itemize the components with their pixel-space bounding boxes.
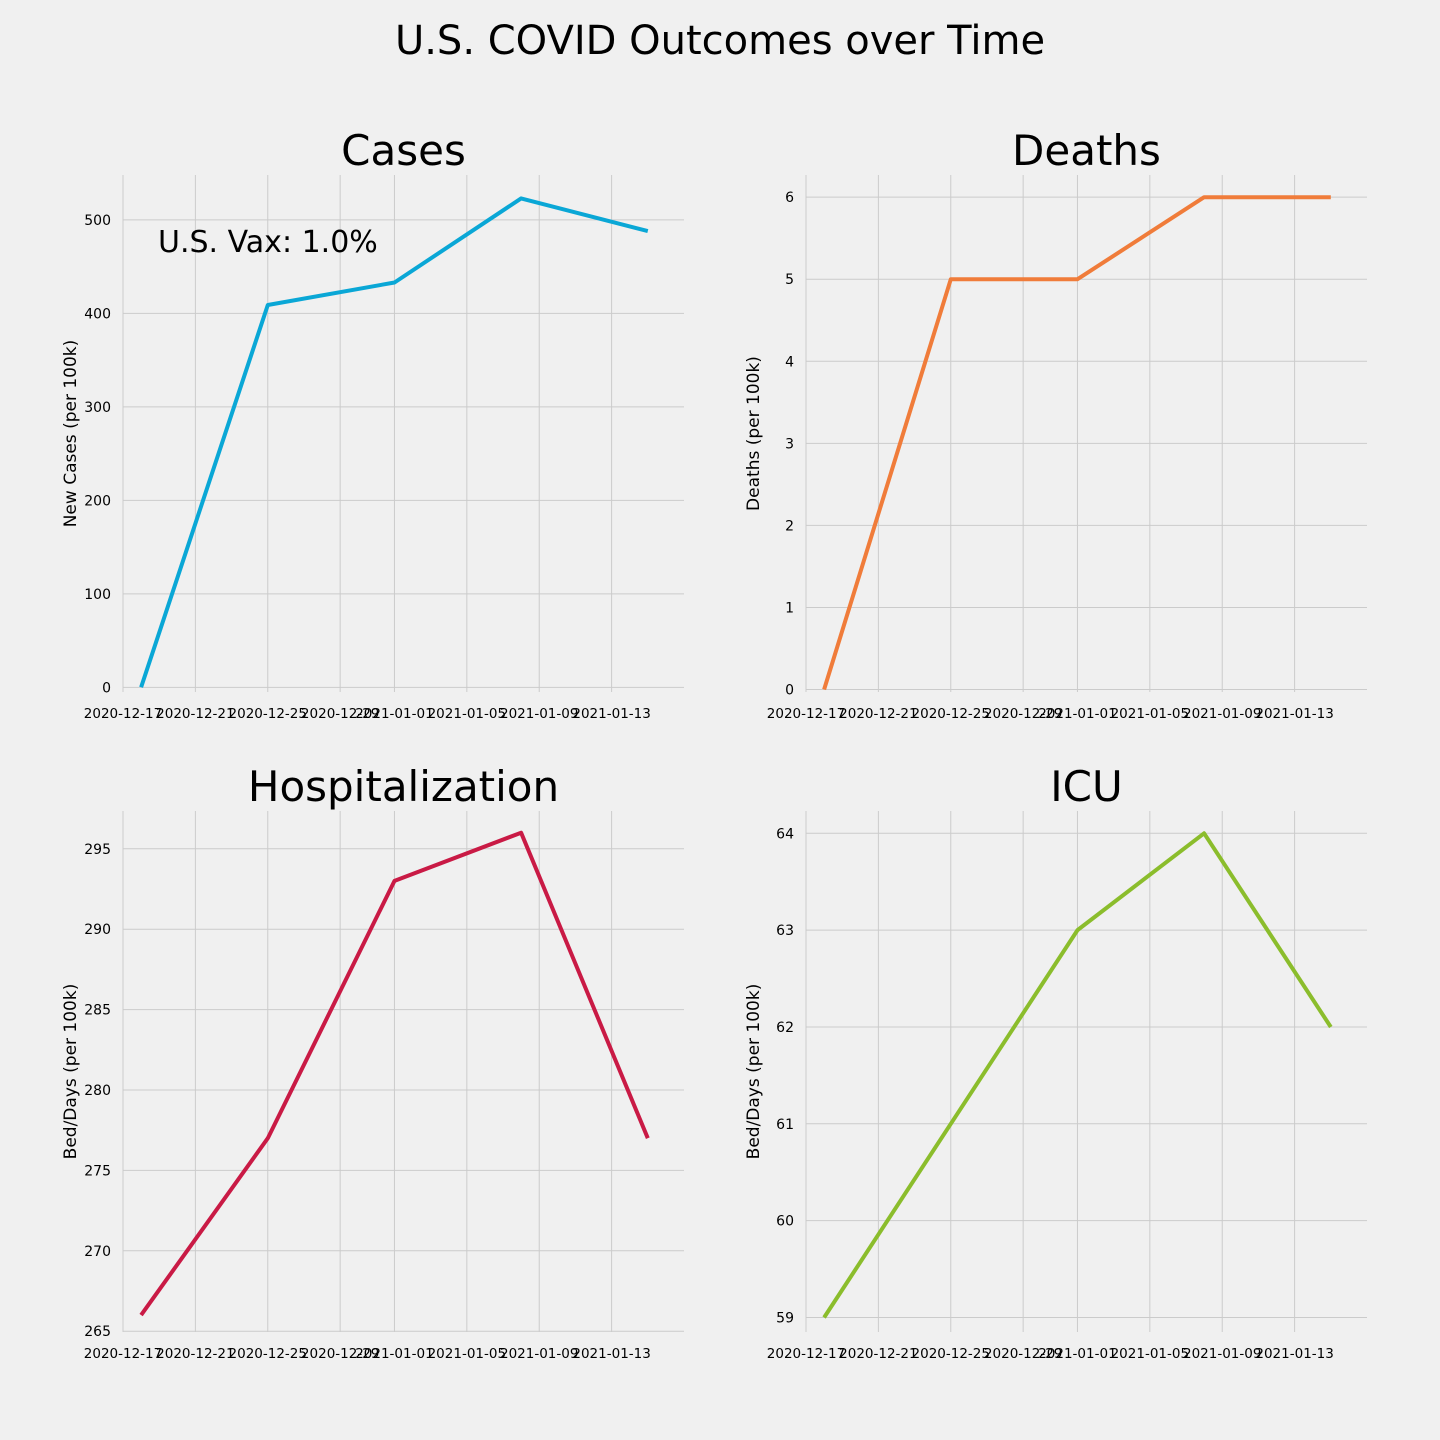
y-tick-label: 64 (776, 826, 794, 842)
y-tick-label: 265 (84, 1324, 111, 1340)
x-tick-label: 2021-01-05 (428, 1346, 506, 1362)
panel-cases: 2020-12-172020-12-212020-12-252020-12-29… (61, 126, 684, 722)
y-tick-label: 270 (84, 1244, 111, 1260)
annotation-text: U.S. Vax: 1.0% (158, 225, 378, 260)
panel-title: Cases (341, 126, 466, 175)
y-tick-label: 63 (776, 923, 794, 939)
x-tick-label: 2021-01-05 (428, 706, 506, 722)
y-tick-label: 61 (776, 1117, 794, 1133)
x-tick-label: 2021-01-13 (572, 1346, 650, 1362)
x-tick-label: 2020-12-17 (84, 1346, 162, 1362)
x-tick-label: 2021-01-05 (1111, 1346, 1189, 1362)
y-tick-label: 100 (84, 587, 111, 603)
x-tick-label: 2020-12-21 (156, 706, 234, 722)
y-tick-label: 275 (84, 1163, 111, 1179)
x-tick-label: 2021-01-05 (1111, 706, 1189, 722)
figure-title: U.S. COVID Outcomes over Time (394, 18, 1046, 64)
data-point (949, 1122, 953, 1126)
y-tick-label: 3 (785, 436, 794, 452)
y-axis-label: Deaths (per 100k) (744, 356, 764, 511)
y-tick-label: 280 (84, 1083, 111, 1099)
y-tick-label: 1 (785, 600, 794, 616)
x-tick-label: 2020-12-17 (767, 706, 845, 722)
y-tick-label: 62 (776, 1020, 794, 1036)
y-tick-label: 6 (785, 190, 794, 206)
y-tick-label: 0 (102, 680, 111, 696)
x-tick-label: 2021-01-09 (1183, 1346, 1261, 1362)
data-point (822, 1315, 826, 1319)
y-axis-label: Bed/Days (per 100k) (61, 984, 81, 1160)
data-point (1202, 831, 1206, 835)
data-point (139, 1313, 143, 1317)
x-tick-label: 2021-01-13 (572, 706, 650, 722)
y-tick-label: 2 (785, 518, 794, 534)
x-tick-label: 2021-01-09 (1183, 706, 1261, 722)
series-line (139, 196, 649, 688)
data-point (266, 303, 270, 307)
x-tick-label: 2021-01-01 (355, 706, 433, 722)
x-tick-label: 2020-12-25 (229, 1346, 307, 1362)
data-point (519, 831, 523, 835)
series-line (139, 830, 650, 1317)
data-point (1329, 1025, 1333, 1029)
data-point (949, 277, 953, 281)
x-tick-label: 2020-12-21 (839, 1346, 917, 1362)
x-tick-label: 2021-01-09 (500, 706, 578, 722)
x-tick-label: 2021-01-01 (1038, 1346, 1116, 1362)
y-tick-label: 59 (776, 1310, 794, 1326)
y-tick-label: 300 (84, 400, 111, 416)
data-point (1329, 195, 1333, 199)
y-tick-label: 400 (84, 306, 111, 322)
x-tick-label: 2020-12-25 (912, 706, 990, 722)
y-tick-label: 5 (785, 272, 794, 288)
x-tick-label: 2021-01-01 (355, 1346, 433, 1362)
x-tick-label: 2021-01-13 (1255, 706, 1333, 722)
x-tick-label: 2020-12-25 (229, 706, 307, 722)
data-point (519, 196, 523, 200)
data-point (646, 1136, 650, 1140)
panel-title: ICU (1050, 762, 1122, 811)
y-tick-label: 500 (84, 213, 111, 229)
x-tick-label: 2021-01-01 (1038, 706, 1116, 722)
x-tick-label: 2020-12-17 (767, 1346, 845, 1362)
series-line (822, 195, 1331, 691)
x-tick-label: 2020-12-21 (839, 706, 917, 722)
data-point (1075, 928, 1079, 932)
y-axis-label: Bed/Days (per 100k) (744, 984, 764, 1160)
panel-title: Hospitalization (248, 762, 559, 811)
data-point (266, 1136, 270, 1140)
x-tick-label: 2020-12-21 (156, 1346, 234, 1362)
y-tick-label: 60 (776, 1214, 794, 1230)
y-tick-label: 290 (84, 922, 111, 938)
y-tick-label: 200 (84, 493, 111, 509)
x-tick-label: 2020-12-29 (301, 1346, 379, 1362)
y-tick-label: 285 (84, 1003, 111, 1019)
data-point (392, 281, 396, 285)
panel-deaths: 2020-12-172020-12-212020-12-252020-12-29… (744, 126, 1367, 722)
y-axis-label: New Cases (per 100k) (61, 340, 81, 528)
x-tick-label: 2020-12-25 (912, 1346, 990, 1362)
panel-icu: 2020-12-172020-12-212020-12-252020-12-29… (744, 762, 1367, 1362)
x-tick-label: 2020-12-29 (301, 706, 379, 722)
data-point (139, 685, 143, 689)
x-tick-label: 2020-12-17 (84, 706, 162, 722)
data-point (822, 688, 826, 692)
panel-hospitalization: 2020-12-172020-12-212020-12-252020-12-29… (61, 762, 684, 1362)
data-point (392, 879, 396, 883)
panel-title: Deaths (1012, 126, 1161, 175)
y-tick-label: 295 (84, 842, 111, 858)
y-tick-label: 4 (785, 354, 794, 370)
x-tick-label: 2020-12-29 (984, 1346, 1062, 1362)
y-tick-label: 0 (785, 683, 794, 699)
data-point (1202, 195, 1206, 199)
x-tick-label: 2021-01-13 (1255, 1346, 1333, 1362)
series-line (822, 831, 1333, 1319)
data-point (646, 229, 650, 233)
data-point (1075, 277, 1079, 281)
x-tick-label: 2021-01-09 (500, 1346, 578, 1362)
x-tick-label: 2020-12-29 (984, 706, 1062, 722)
